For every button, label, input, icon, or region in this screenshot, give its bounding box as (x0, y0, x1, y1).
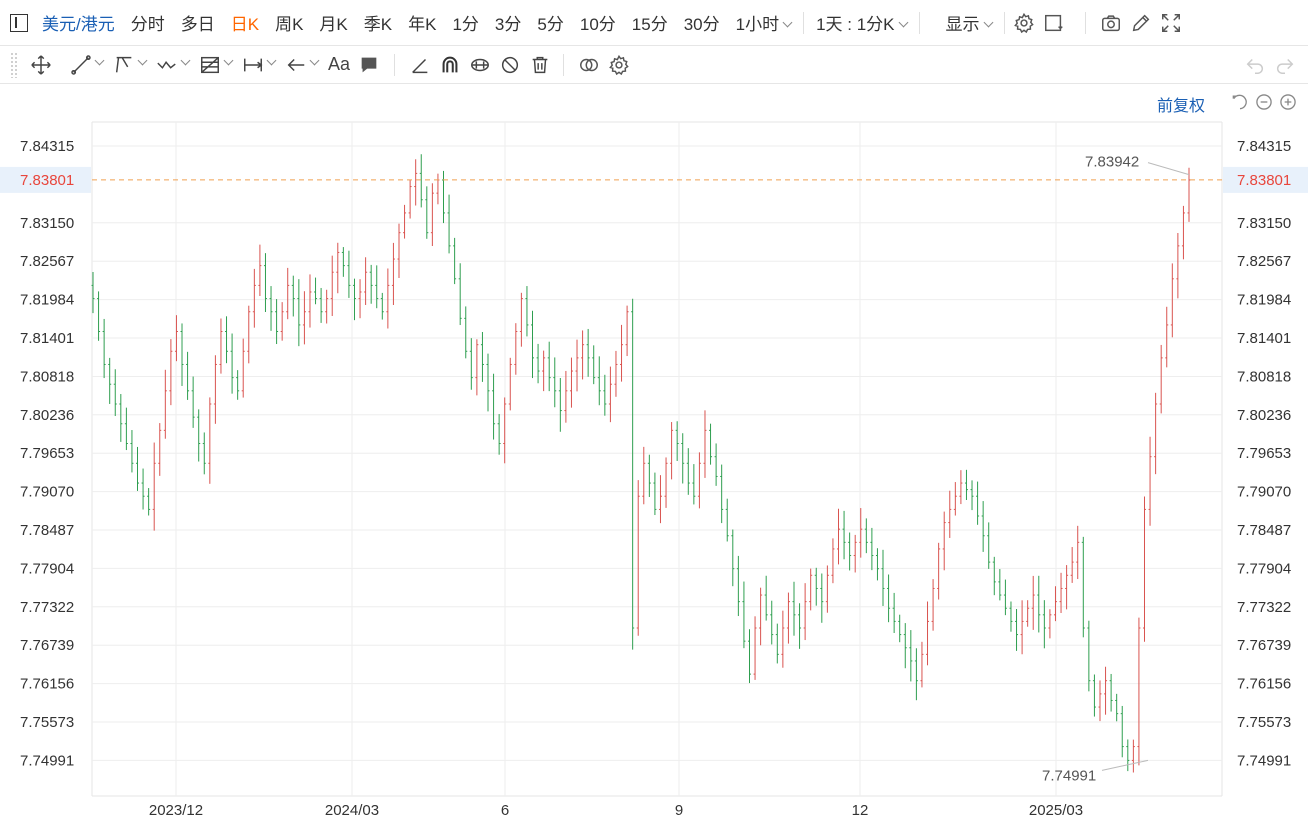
y-tick-label-right: 7.79653 (1237, 445, 1291, 462)
text-tool-icon[interactable]: Aa (327, 54, 351, 74)
x-tick-label: 2025/03 (1029, 802, 1083, 819)
y-tick-label-right: 7.82567 (1237, 253, 1291, 270)
channel-tool-icon[interactable] (109, 50, 139, 80)
period-toolbar: 美元/港元 分时 多日 日K 周K 月K 季K 年K 1分 3分 5分 10分 15分 30分 1小时 … (0, 0, 1308, 46)
symbol-label[interactable]: 美元/港元 (42, 15, 115, 34)
range-dropdown[interactable]: 1天 : 1分K (808, 10, 914, 35)
current-price-badge-right (1223, 166, 1308, 193)
y-tick-label-right: 7.74991 (1237, 752, 1291, 769)
y-tick-label-right: 7.75573 (1237, 714, 1291, 731)
y-tick-label-right: 7.83150 (1237, 215, 1291, 232)
compare-icon[interactable] (574, 50, 604, 80)
y-tick-label-right: 7.76739 (1237, 637, 1291, 654)
y-tick-label-left: 7.76156 (20, 676, 74, 693)
y-tick-label-left: 7.81401 (20, 330, 74, 347)
period-tab[interactable]: 周K (275, 15, 304, 34)
x-tick-label: 12 (852, 802, 869, 819)
redo-icon[interactable] (1270, 50, 1300, 80)
measure-tool-icon[interactable] (238, 50, 268, 80)
y-tick-label-left: 7.80236 (20, 407, 74, 424)
period-tab[interactable]: 1分 (452, 15, 479, 34)
y-tick-label-right: 7.81401 (1237, 330, 1291, 347)
max-price-label: 7.83942 (1085, 154, 1139, 171)
drawing-settings-icon[interactable] (604, 50, 634, 80)
candlestick-chart[interactable]: 7.84315 7.84315 7.83150 7.83150 7.82567 7.825… (0, 84, 1308, 832)
camera-icon[interactable] (1096, 8, 1126, 38)
y-tick-label-left: 7.79070 (20, 484, 74, 501)
trash-icon[interactable] (525, 50, 555, 80)
y-tick-label-right: 7.78487 (1237, 522, 1291, 539)
y-tick-label-left: 7.78487 (20, 522, 74, 539)
current-price-badge-left (0, 166, 91, 193)
y-tick-label-left: 7.74991 (20, 752, 74, 769)
period-tab[interactable]: 10分 (579, 15, 616, 34)
sidebar-toggle-icon[interactable] (10, 13, 28, 32)
fullscreen-box-icon[interactable] (1039, 8, 1069, 38)
settings-gear-icon[interactable] (1009, 8, 1039, 38)
y-tick-label-left: 7.79653 (20, 445, 74, 462)
drag-handle-icon[interactable] (10, 51, 18, 78)
chart-zoom-controls (1230, 92, 1298, 112)
y-tick-label-right: 7.84315 (1237, 138, 1291, 155)
period-tab[interactable]: 30分 (683, 15, 720, 34)
expand-icon[interactable] (1156, 8, 1186, 38)
x-tick-label: 9 (675, 802, 683, 819)
period-tab[interactable]: 分时 (130, 15, 165, 34)
period-tab[interactable]: 年K (408, 15, 437, 34)
zoom-in-icon[interactable] (1278, 92, 1298, 112)
min-annotation-line (1101, 759, 1149, 771)
current-price-label-right: 7.83801 (1237, 172, 1291, 189)
period-tab[interactable]: 季K (363, 15, 393, 34)
x-tick-label: 2023/12 (149, 802, 203, 819)
fib-tool-icon[interactable] (195, 50, 225, 80)
y-tick-label-right: 7.80236 (1237, 407, 1291, 424)
lock-drawing-icon[interactable] (465, 50, 495, 80)
y-tick-label-right: 7.77904 (1237, 560, 1291, 577)
pen-icon[interactable] (1126, 8, 1156, 38)
current-price-label-left: 7.83801 (20, 172, 74, 189)
y-tick-label-left: 7.77322 (20, 599, 74, 616)
x-tick-label: 6 (501, 802, 509, 819)
y-tick-label-left: 7.81984 (20, 292, 74, 309)
drawing-toolbar: Aa (0, 46, 1308, 84)
comment-tool-icon[interactable] (354, 50, 384, 80)
min-price-label: 7.74991 (1042, 767, 1096, 784)
y-tick-label-left: 7.80818 (20, 368, 74, 385)
wave-tool-icon[interactable] (152, 50, 182, 80)
adjust-mode-label[interactable]: 前复权 (1157, 98, 1206, 115)
y-tick-label-left: 7.76739 (20, 637, 74, 654)
hide-drawing-icon[interactable] (495, 50, 525, 80)
magnet-icon[interactable] (435, 50, 465, 80)
y-tick-label-left: 7.84315 (20, 138, 74, 155)
display-dropdown[interactable]: 显示 (938, 10, 1000, 35)
y-tick-label-right: 7.81984 (1237, 292, 1291, 309)
move-icon[interactable] (26, 50, 56, 80)
period-tab[interactable]: 5分 (537, 15, 564, 34)
undo-icon[interactable] (1240, 50, 1270, 80)
y-tick-label-right: 7.77322 (1237, 599, 1291, 616)
ruler-angle-icon[interactable] (405, 50, 435, 80)
y-tick-label-left: 7.82567 (20, 253, 74, 270)
zoom-out-icon[interactable] (1254, 92, 1274, 112)
line-tool-icon[interactable] (66, 50, 96, 80)
x-tick-label: 2024/03 (325, 802, 379, 819)
period-list: 分时 多日 日K 周K 月K 季K 年K 1分 3分 5分 10分 15分 30分 (123, 10, 728, 35)
y-tick-label-left: 7.83150 (20, 215, 74, 232)
max-annotation-line (1147, 162, 1190, 176)
y-tick-label-right: 7.76156 (1237, 676, 1291, 693)
period-tab[interactable]: 3分 (494, 15, 522, 34)
y-tick-label-right: 7.79070 (1237, 484, 1291, 501)
reset-icon[interactable] (1230, 92, 1250, 112)
y-tick-label-left: 7.75573 (20, 714, 74, 731)
y-tick-label-right: 7.80818 (1237, 368, 1291, 385)
period-tab[interactable]: 日K (230, 15, 260, 34)
hour-dropdown[interactable]: 1小时 (728, 10, 799, 35)
y-tick-label-left: 7.77904 (20, 560, 74, 577)
period-tab[interactable]: 15分 (631, 15, 668, 34)
period-tab[interactable]: 月K (319, 15, 348, 34)
arrow-tool-icon[interactable] (281, 50, 311, 80)
period-tab[interactable]: 多日 (180, 15, 215, 34)
